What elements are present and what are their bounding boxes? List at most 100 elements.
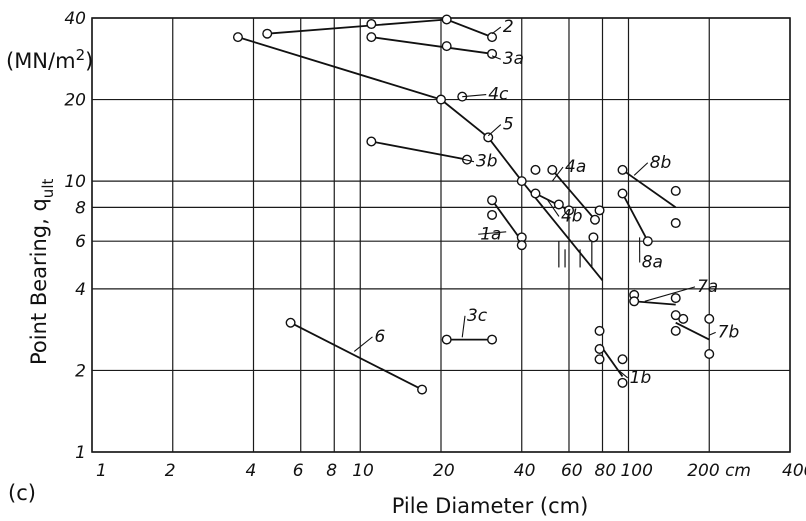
x-axis-title: Pile Diameter (cm) <box>392 494 589 518</box>
x-tick-label: 8 <box>326 461 337 481</box>
curve-label-1b: 1b <box>630 368 652 388</box>
panel-label: (c) <box>8 481 36 505</box>
series-line-8a <box>623 194 648 242</box>
x-tick-label: 200 cm <box>687 461 751 481</box>
data-point-1b <box>618 379 627 388</box>
y-tick-label: 40 <box>64 9 86 29</box>
data-point-2 <box>488 33 497 42</box>
data-point-4a <box>531 166 540 175</box>
series-line-3a <box>371 37 492 54</box>
curve-label-8a: 8a <box>642 252 663 272</box>
y-tick-label: 4 <box>75 280 86 300</box>
data-point-2 <box>442 15 451 24</box>
x-tick-label: 80 <box>595 461 617 481</box>
data-point-4a <box>591 215 600 224</box>
x-tick-label: 40 <box>514 461 536 481</box>
y-tick-label: 20 <box>64 91 86 111</box>
data-point-3a <box>367 33 376 42</box>
x-tick-label: 1 <box>96 461 107 481</box>
curve-label-3b: 3b <box>476 152 498 172</box>
series-line-8b <box>623 170 676 208</box>
y-unit-close: ) <box>85 49 93 73</box>
y-tick-label: 8 <box>75 198 86 218</box>
curve-label-4a: 4a <box>565 157 586 177</box>
x-tick-label: 60 <box>561 461 583 481</box>
y-unit-base: (MN/m <box>6 49 76 73</box>
x-tick-label: 400 <box>782 461 806 481</box>
data-point-8a <box>643 237 652 246</box>
y-tick-label: 1 <box>75 443 86 463</box>
data-point-5 <box>484 133 493 142</box>
data-point-8a <box>589 233 598 242</box>
labels-layer: 2 3a 4c 53b 4a 4b 1a 8b 8a 7a 7b 1b 6 3c <box>354 17 739 388</box>
data-point-7a <box>671 327 680 336</box>
leader-line-2 <box>492 27 501 34</box>
data-point-8b <box>618 166 627 175</box>
y-title-base: Point Bearing, q <box>27 198 51 365</box>
data-point-7a <box>671 294 680 303</box>
series-line-7a <box>634 301 676 304</box>
series-layer <box>238 20 709 390</box>
curve-label-4b: 4b <box>561 206 583 226</box>
series-line-6 <box>291 323 423 390</box>
y-unit-sup: 2 <box>76 46 86 64</box>
data-point-7b <box>705 315 714 324</box>
y-tick-label: 10 <box>64 172 86 192</box>
leader-line-7b <box>709 332 715 335</box>
series-line-4c <box>238 37 441 99</box>
data-point-4c <box>437 95 446 104</box>
data-point-1b <box>618 355 627 364</box>
data-point-7a <box>679 315 688 324</box>
curve-label-3a: 3a <box>503 49 524 69</box>
curve-label-7b: 7b <box>718 322 740 342</box>
curve-label-1a: 1a <box>480 224 501 244</box>
data-point-6 <box>418 385 427 394</box>
data-point-4a <box>548 166 557 175</box>
data-point-6 <box>286 318 295 327</box>
data-point-1b <box>595 327 604 336</box>
data-point-3a <box>442 42 451 51</box>
data-point-1a <box>488 211 497 220</box>
curve-label-3c: 3c <box>467 306 488 326</box>
data-point-1b <box>595 355 604 364</box>
data-point-3c <box>488 335 497 344</box>
x-tick-label: 2 <box>165 461 176 481</box>
y-tick-label: 2 <box>75 361 86 381</box>
x-tick-label: 4 <box>246 461 257 481</box>
curve-label-5: 5 <box>503 115 514 135</box>
curve-label-4c: 4c <box>488 85 509 105</box>
y-title-sub: ult <box>39 179 57 199</box>
data-point-3c <box>442 335 451 344</box>
data-point-2 <box>367 20 376 29</box>
data-point-5 <box>517 177 526 186</box>
data-point-7b <box>705 350 714 359</box>
leader-line-8b <box>634 163 648 176</box>
data-point-4b <box>531 189 540 198</box>
data-point-4c <box>234 33 243 42</box>
leader-line-3c <box>462 316 465 338</box>
curve-label-7a: 7a <box>697 277 718 297</box>
data-point-8b <box>671 187 680 196</box>
data-point-1b <box>595 345 604 354</box>
data-point-8a <box>595 206 604 215</box>
x-tick-label: 6 <box>293 461 304 481</box>
curve-label-6: 6 <box>374 327 385 347</box>
data-point-2 <box>263 29 272 38</box>
y-axis-title: Point Bearing, qult <box>27 179 57 365</box>
data-point-1a <box>517 241 526 250</box>
data-point-7a <box>630 297 639 306</box>
data-point-3b <box>367 137 376 146</box>
y-tick-label: 6 <box>75 232 86 252</box>
points-layer <box>234 15 714 394</box>
y-axis-unit: (MN/m2) <box>6 46 93 73</box>
leader-line-5 <box>488 125 501 136</box>
leader-line-6 <box>354 337 372 352</box>
x-tick-label: 20 <box>433 461 455 481</box>
x-tick-label: 100 <box>620 461 652 481</box>
data-point-8a <box>618 189 627 198</box>
x-tick-label: 10 <box>352 461 374 481</box>
data-point-8b <box>671 219 680 228</box>
